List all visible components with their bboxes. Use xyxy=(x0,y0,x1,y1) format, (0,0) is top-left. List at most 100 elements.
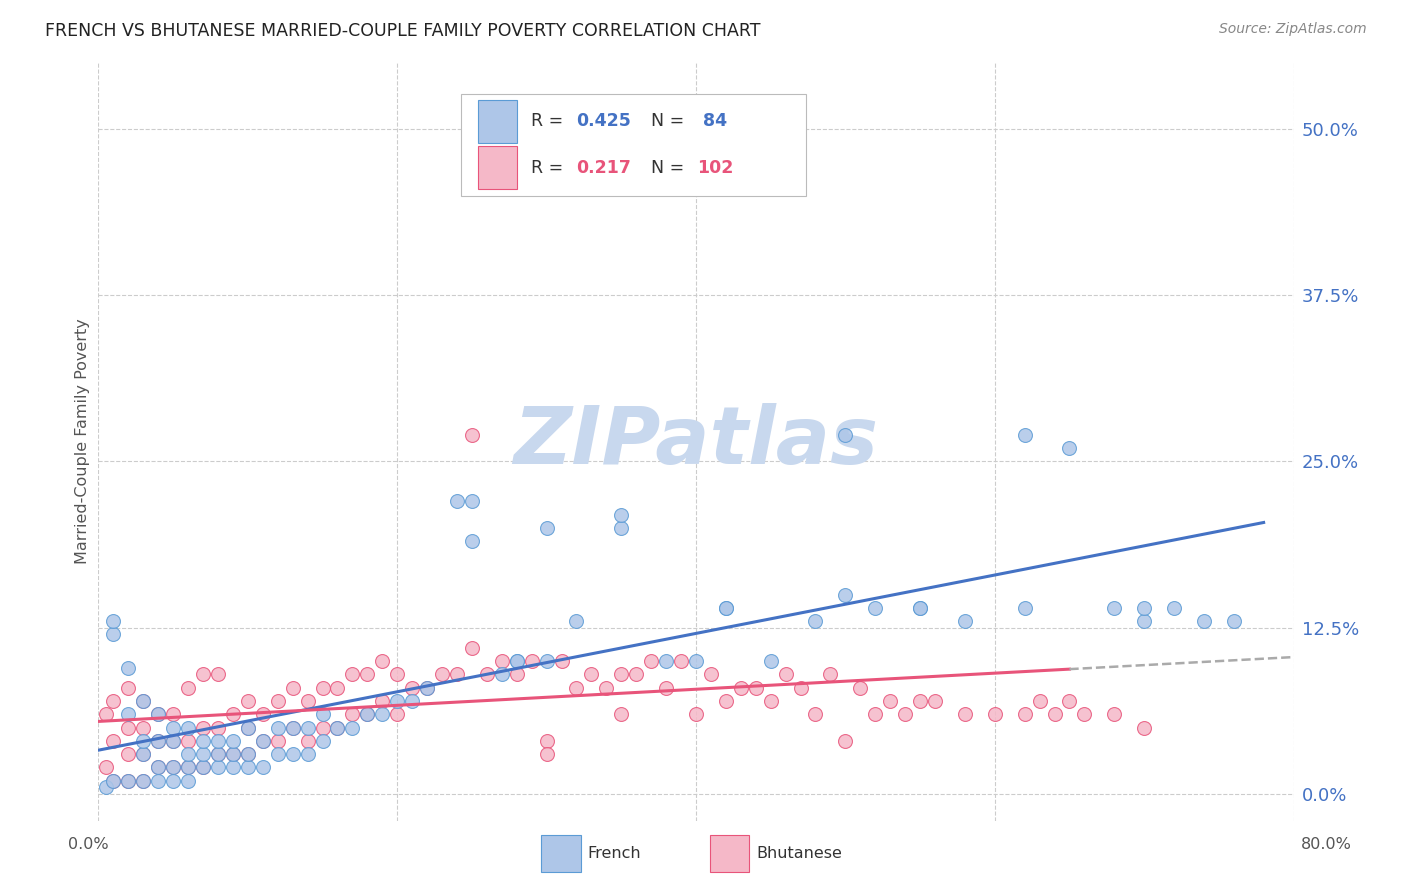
Point xyxy=(311,681,333,695)
Point xyxy=(117,681,139,695)
Point xyxy=(132,734,155,748)
Point xyxy=(669,654,692,668)
Point xyxy=(401,694,423,708)
Point xyxy=(385,694,409,708)
Point xyxy=(461,428,484,442)
Point xyxy=(595,681,617,695)
Point xyxy=(506,654,529,668)
Point xyxy=(1133,721,1156,735)
Point xyxy=(162,734,184,748)
Point xyxy=(461,494,484,508)
Point xyxy=(252,734,274,748)
Point xyxy=(252,760,274,774)
Point xyxy=(132,694,155,708)
Point xyxy=(610,508,633,522)
Point xyxy=(191,760,214,774)
Point xyxy=(416,681,439,695)
Point xyxy=(834,428,856,442)
Point xyxy=(222,747,245,761)
Point xyxy=(759,654,782,668)
Point xyxy=(281,721,304,735)
Point xyxy=(1014,600,1036,615)
Point xyxy=(1104,707,1126,722)
Text: French: French xyxy=(588,847,641,861)
Point xyxy=(491,654,513,668)
Point xyxy=(894,707,917,722)
Point xyxy=(207,760,229,774)
Point xyxy=(148,760,170,774)
Point xyxy=(207,747,229,761)
Point xyxy=(177,734,200,748)
Point xyxy=(908,600,931,615)
Point xyxy=(177,760,200,774)
Point xyxy=(236,747,259,761)
Text: 0.0%: 0.0% xyxy=(69,838,108,852)
Point xyxy=(1163,600,1185,615)
Text: 102: 102 xyxy=(697,159,734,177)
Point xyxy=(1104,600,1126,615)
Point xyxy=(610,521,633,535)
Point xyxy=(326,721,349,735)
Point xyxy=(148,734,170,748)
Point xyxy=(506,667,529,681)
Point xyxy=(565,614,588,628)
Point xyxy=(326,721,349,735)
Text: R =: R = xyxy=(531,112,569,130)
Point xyxy=(297,694,319,708)
Point xyxy=(297,747,319,761)
Point xyxy=(879,694,901,708)
Point xyxy=(1133,600,1156,615)
Point xyxy=(222,747,245,761)
Point xyxy=(924,694,946,708)
Point xyxy=(1133,614,1156,628)
Point xyxy=(610,707,633,722)
Point xyxy=(865,707,887,722)
Point xyxy=(356,707,378,722)
Point xyxy=(222,707,245,722)
Point xyxy=(281,747,304,761)
Point xyxy=(789,681,811,695)
Point xyxy=(132,773,155,788)
Point xyxy=(177,760,200,774)
Point xyxy=(162,707,184,722)
Point xyxy=(491,667,513,681)
Point xyxy=(132,747,155,761)
Point xyxy=(117,721,139,735)
Point xyxy=(148,707,170,722)
Point xyxy=(281,681,304,695)
Point xyxy=(834,587,856,601)
Point xyxy=(804,614,827,628)
Point xyxy=(371,694,394,708)
Point xyxy=(117,661,139,675)
Point xyxy=(311,734,333,748)
Point xyxy=(103,627,125,641)
Point xyxy=(177,721,200,735)
Point xyxy=(371,654,394,668)
Point xyxy=(162,760,184,774)
Point xyxy=(775,667,797,681)
Point xyxy=(745,681,768,695)
Point xyxy=(1014,428,1036,442)
Point xyxy=(371,707,394,722)
Text: Bhutanese: Bhutanese xyxy=(756,847,842,861)
Point xyxy=(103,694,125,708)
Point xyxy=(1059,441,1081,455)
Point xyxy=(103,734,125,748)
Point xyxy=(207,667,229,681)
Point xyxy=(820,667,842,681)
Point xyxy=(385,667,409,681)
Point xyxy=(700,667,723,681)
Point xyxy=(311,707,333,722)
Point xyxy=(236,721,259,735)
Text: Source: ZipAtlas.com: Source: ZipAtlas.com xyxy=(1219,22,1367,37)
Point xyxy=(356,667,378,681)
Point xyxy=(804,707,827,722)
Point xyxy=(148,760,170,774)
Point xyxy=(94,780,117,795)
Point xyxy=(267,747,290,761)
Point xyxy=(1073,707,1095,722)
Point xyxy=(536,747,558,761)
Text: N =: N = xyxy=(651,112,690,130)
Point xyxy=(267,721,290,735)
Point xyxy=(94,707,117,722)
